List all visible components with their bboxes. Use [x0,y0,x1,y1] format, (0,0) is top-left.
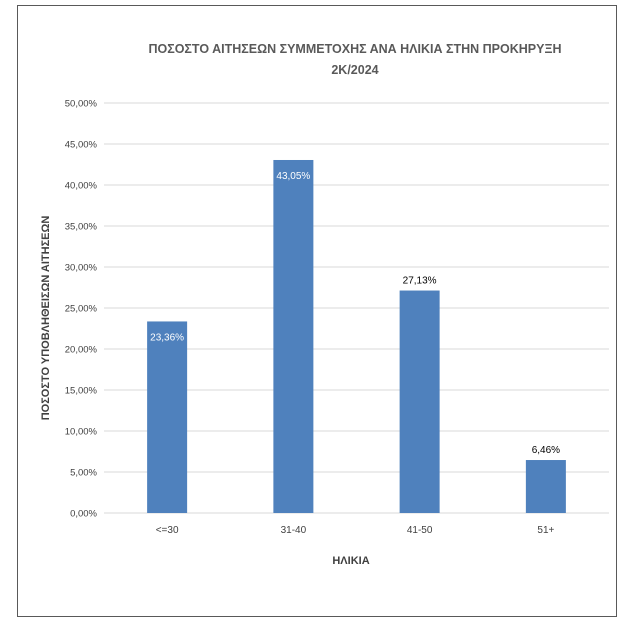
y-tick-label: 5,00% [70,468,97,479]
y-tick-label: 25,00% [65,304,98,315]
y-tick-label: 10,00% [65,427,98,438]
y-tick-label: 15,00% [65,386,98,397]
x-axis-tick-labels: <=30 31-40 41-50 51+ [156,525,555,536]
x-tick-label: 41-50 [407,525,433,536]
x-axis-title: ΗΛΙΚΙΑ [332,555,369,567]
y-tick-label: 35,00% [65,222,98,233]
chart-title-line-1: ΠΟΣΟΣΤΟ ΑΙΤΗΣΕΩΝ ΣΥΜΜΕΤΟΧΗΣ ΑΝΑ ΗΛΙΚΙΑ Σ… [148,42,561,56]
bars [147,159,566,514]
bar [525,460,566,513]
x-tick-label: 31-40 [281,525,307,536]
y-tick-label: 40,00% [65,181,98,192]
data-label: 6,46% [532,445,560,456]
chart-title-line-2: 2Κ/2024 [331,63,378,77]
chart-title: ΠΟΣΟΣΤΟ ΑΙΤΗΣΕΩΝ ΣΥΜΜΕΤΟΧΗΣ ΑΝΑ ΗΛΙΚΙΑ Σ… [148,42,561,77]
x-tick-label: 51+ [537,525,554,536]
y-tick-label: 20,00% [65,345,98,356]
bar [273,159,314,514]
data-label: 23,36% [150,332,184,343]
y-axis-title: ΠΟΣΟΣΤΟ ΥΠΟΒΛΗΘΕΙΣΩΝ ΑΙΤΗΣΕΩΝ [40,216,52,421]
y-tick-label: 30,00% [65,263,98,274]
y-tick-label: 45,00% [65,140,98,151]
chart-frame: ΠΟΣΟΣΤΟ ΑΙΤΗΣΕΩΝ ΣΥΜΜΕΤΟΧΗΣ ΑΝΑ ΗΛΙΚΙΑ Σ… [17,5,617,617]
y-axis-tick-labels: 0,00% 5,00% 10,00% 15,00% 20,00% 25,00% 30,00%… [65,99,98,520]
data-label: 27,13% [403,276,437,287]
data-label: 43,05% [276,171,310,182]
bar [399,290,440,513]
y-tick-label: 50,00% [65,99,98,110]
bar [147,321,188,513]
y-tick-label: 0,00% [70,509,97,520]
bar-chart: ΠΟΣΟΣΤΟ ΑΙΤΗΣΕΩΝ ΣΥΜΜΕΤΟΧΗΣ ΑΝΑ ΗΛΙΚΙΑ Σ… [40,42,609,567]
gridlines [104,102,609,514]
data-labels: 23,36% 43,05% 27,13% 6,46% [150,171,560,456]
x-tick-label: <=30 [156,525,179,536]
